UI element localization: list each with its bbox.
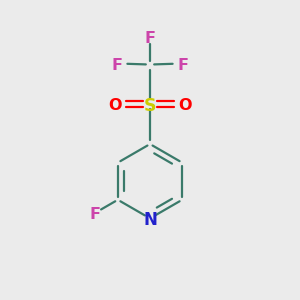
Text: O: O bbox=[178, 98, 192, 113]
Text: F: F bbox=[90, 207, 101, 222]
Text: F: F bbox=[145, 32, 155, 46]
Text: F: F bbox=[111, 58, 122, 73]
Text: O: O bbox=[108, 98, 122, 113]
Text: F: F bbox=[178, 58, 189, 73]
Text: N: N bbox=[143, 212, 157, 230]
Text: S: S bbox=[144, 97, 156, 115]
